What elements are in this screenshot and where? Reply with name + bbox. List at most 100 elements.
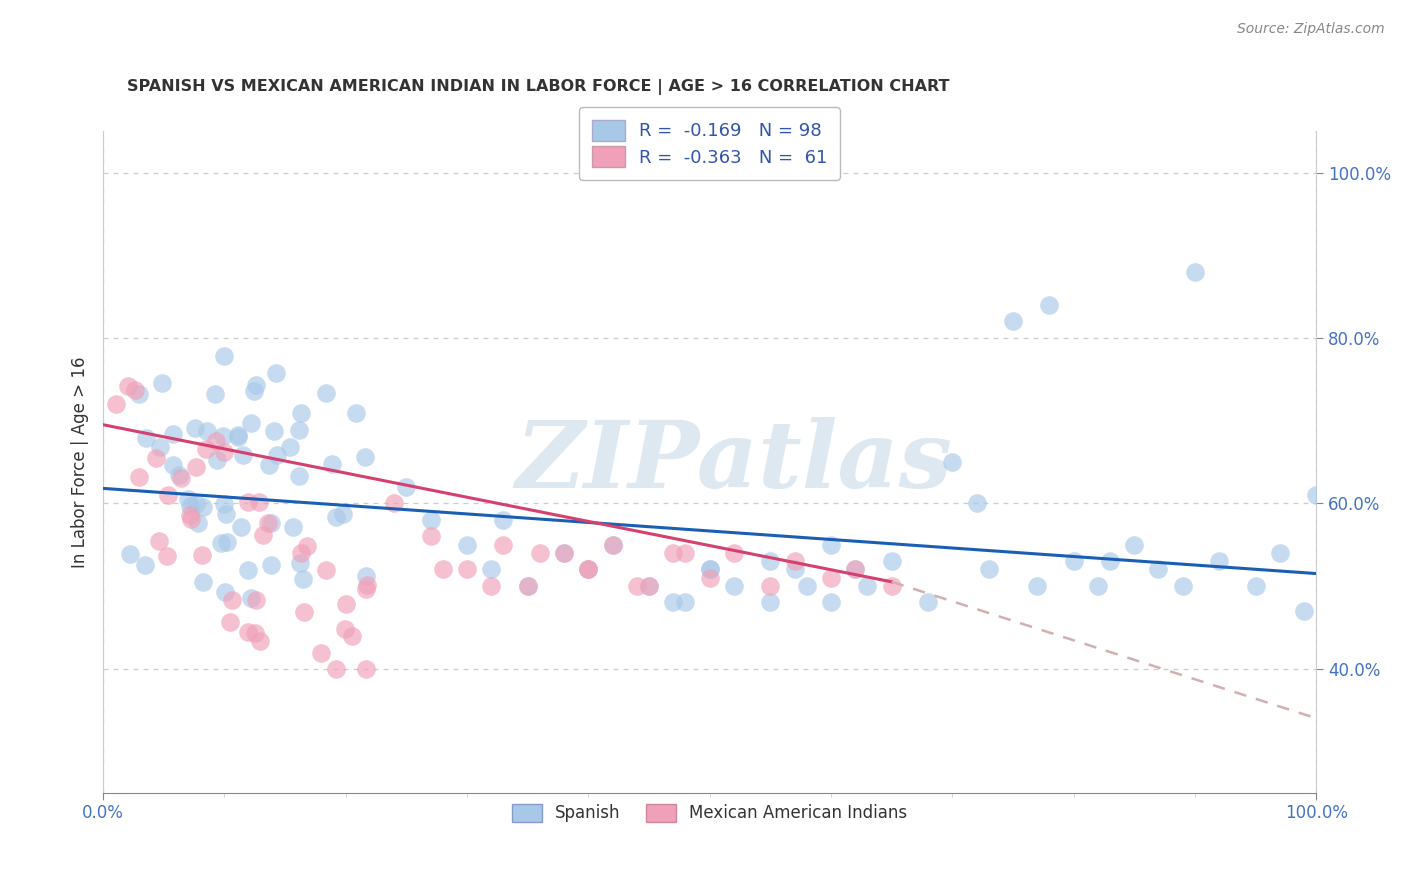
Point bbox=[232, 448, 254, 462]
Point bbox=[162, 426, 184, 441]
Point bbox=[1063, 554, 1085, 568]
Point bbox=[553, 546, 575, 560]
Point bbox=[333, 622, 356, 636]
Point bbox=[783, 562, 806, 576]
Point bbox=[1098, 554, 1121, 568]
Point bbox=[673, 546, 696, 560]
Point bbox=[263, 424, 285, 438]
Point bbox=[184, 420, 207, 434]
Text: Source: ZipAtlas.com: Source: ZipAtlas.com bbox=[1237, 22, 1385, 37]
Point bbox=[576, 562, 599, 576]
Point bbox=[344, 406, 367, 420]
Point bbox=[266, 448, 288, 462]
Point bbox=[325, 662, 347, 676]
Point bbox=[529, 546, 551, 560]
Point bbox=[553, 546, 575, 560]
Point bbox=[205, 453, 228, 467]
Point bbox=[290, 406, 312, 420]
Point bbox=[354, 662, 377, 676]
Point bbox=[219, 615, 242, 629]
Point bbox=[197, 424, 219, 438]
Point bbox=[135, 431, 157, 445]
Point bbox=[354, 582, 377, 597]
Point bbox=[156, 549, 179, 563]
Point bbox=[278, 441, 301, 455]
Point bbox=[820, 571, 842, 585]
Point bbox=[576, 562, 599, 576]
Point bbox=[157, 488, 180, 502]
Point bbox=[104, 396, 127, 410]
Point bbox=[162, 458, 184, 472]
Y-axis label: In Labor Force | Age > 16: In Labor Force | Age > 16 bbox=[72, 356, 89, 567]
Point bbox=[290, 546, 312, 560]
Point bbox=[576, 562, 599, 576]
Point bbox=[212, 497, 235, 511]
Point bbox=[356, 569, 378, 583]
Point bbox=[287, 469, 309, 483]
Point bbox=[281, 520, 304, 534]
Point bbox=[321, 458, 343, 472]
Point bbox=[124, 383, 146, 397]
Point bbox=[191, 574, 214, 589]
Point bbox=[479, 579, 502, 593]
Point bbox=[1184, 265, 1206, 279]
Point bbox=[292, 572, 315, 586]
Point bbox=[243, 384, 266, 398]
Point bbox=[297, 539, 319, 553]
Point bbox=[356, 578, 378, 592]
Point bbox=[212, 429, 235, 443]
Point bbox=[214, 445, 236, 459]
Point bbox=[673, 595, 696, 609]
Point bbox=[1147, 562, 1170, 576]
Point bbox=[257, 516, 280, 531]
Point bbox=[796, 579, 818, 593]
Point bbox=[186, 516, 208, 531]
Point bbox=[1171, 579, 1194, 593]
Point bbox=[844, 562, 866, 576]
Point bbox=[315, 385, 337, 400]
Point bbox=[249, 633, 271, 648]
Point bbox=[1244, 579, 1267, 593]
Legend: Spanish, Mexican American Indians: Spanish, Mexican American Indians bbox=[503, 796, 915, 830]
Point bbox=[941, 455, 963, 469]
Point bbox=[243, 625, 266, 640]
Point bbox=[820, 595, 842, 609]
Point bbox=[856, 579, 879, 593]
Point bbox=[1038, 298, 1060, 312]
Point bbox=[699, 571, 721, 585]
Point bbox=[638, 579, 661, 593]
Point bbox=[395, 480, 418, 494]
Point bbox=[120, 547, 142, 561]
Point bbox=[759, 554, 782, 568]
Point bbox=[204, 386, 226, 401]
Point bbox=[245, 378, 267, 392]
Point bbox=[419, 513, 441, 527]
Point bbox=[340, 629, 363, 643]
Point bbox=[194, 442, 217, 457]
Point bbox=[880, 579, 903, 593]
Point bbox=[209, 535, 232, 549]
Point bbox=[239, 591, 262, 606]
Point bbox=[638, 579, 661, 593]
Point bbox=[309, 646, 332, 660]
Point bbox=[723, 546, 745, 560]
Point bbox=[134, 558, 156, 572]
Point bbox=[966, 496, 988, 510]
Point bbox=[179, 508, 201, 522]
Point bbox=[179, 499, 201, 513]
Point bbox=[260, 558, 283, 572]
Point bbox=[128, 386, 150, 401]
Point bbox=[247, 495, 270, 509]
Point bbox=[177, 491, 200, 506]
Point bbox=[149, 440, 172, 454]
Point bbox=[880, 554, 903, 568]
Point bbox=[335, 597, 357, 611]
Point bbox=[662, 595, 685, 609]
Point bbox=[215, 535, 238, 549]
Point bbox=[354, 450, 377, 465]
Point bbox=[184, 497, 207, 511]
Point bbox=[602, 538, 624, 552]
Point bbox=[167, 468, 190, 483]
Point bbox=[236, 495, 259, 509]
Point bbox=[1305, 488, 1327, 502]
